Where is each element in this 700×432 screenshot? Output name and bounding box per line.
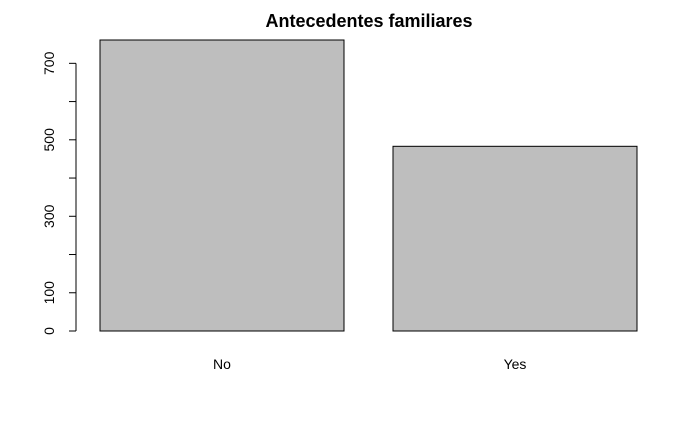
chart-title: Antecedentes familiares	[265, 11, 472, 31]
bar-yes	[392, 145, 638, 332]
y-tick-label: 300	[41, 204, 57, 228]
y-tick-label: 100	[41, 281, 57, 305]
bars	[99, 39, 638, 332]
x-category-labels: No Yes	[213, 356, 526, 372]
y-tick-label: 500	[41, 128, 57, 152]
y-tick-label: 0	[41, 327, 57, 335]
bar-no	[99, 39, 345, 332]
x-category-label: Yes	[504, 356, 527, 372]
x-category-label: No	[213, 356, 231, 372]
y-tick-label: 700	[41, 51, 57, 75]
y-axis: 0 100 300 500 700	[41, 51, 77, 335]
